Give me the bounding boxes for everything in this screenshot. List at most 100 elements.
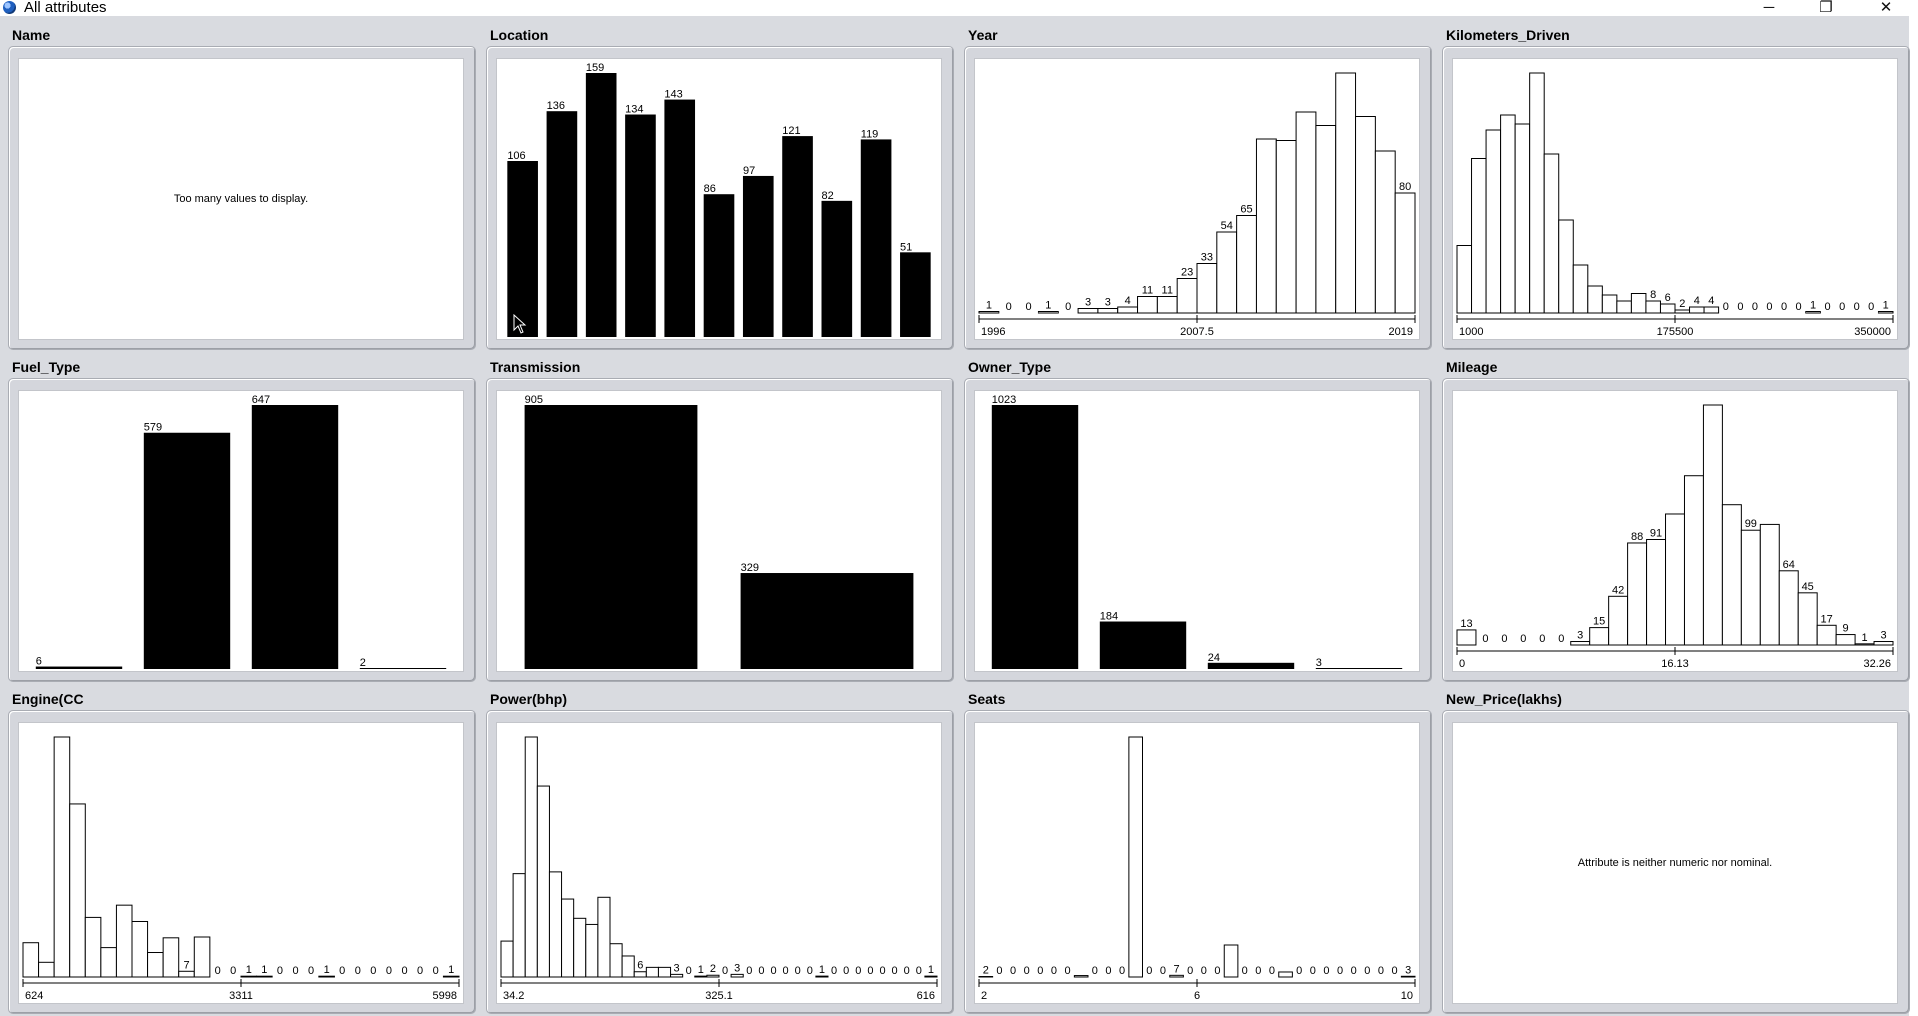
- panel-title-km: Kilometers_Driven: [1446, 27, 1570, 43]
- bar-label: 3: [1085, 297, 1091, 309]
- histogram-bar: [1117, 306, 1139, 314]
- bar-label: 579: [144, 422, 162, 434]
- histogram-bar: [1137, 296, 1158, 314]
- bar-label: 0: [1868, 301, 1874, 313]
- panel-message: Attribute is neither numeric nor nominal…: [1577, 857, 1773, 869]
- bar-label: 0: [1501, 633, 1507, 645]
- bar-label: 86: [704, 183, 716, 195]
- bar-label: 3: [734, 962, 740, 974]
- x-tick-label: 616: [917, 990, 935, 1002]
- bar-label: 0: [770, 965, 776, 977]
- bar-label: 0: [1242, 965, 1248, 977]
- plot-area-year[interactable]: 1 0 0 1 0 3 3 4 11 11 23 33 54 65 80 1996 2007.5 2019: [974, 58, 1420, 340]
- x-tick-label: 6: [1194, 990, 1200, 1002]
- bar-label: 0: [1752, 301, 1758, 313]
- bar-label: 0: [1024, 965, 1030, 977]
- bar-label: 0: [746, 965, 752, 977]
- histogram-bar: [1295, 111, 1317, 314]
- bar: [546, 111, 578, 337]
- histogram-bar: [1176, 278, 1198, 314]
- histogram-bar: [1601, 294, 1618, 314]
- close-button[interactable]: ✕: [1879, 0, 1893, 16]
- plot-area-fuel[interactable]: 6 579 647 2: [18, 390, 464, 672]
- bar: [143, 432, 231, 669]
- maximize-button[interactable]: ❐: [1819, 0, 1833, 16]
- bar-label: 0: [783, 965, 789, 977]
- histogram-bar: [1500, 114, 1516, 314]
- histogram-bar: [1077, 308, 1099, 314]
- histogram-bar: [1400, 975, 1416, 978]
- histogram-bar: [1702, 404, 1723, 646]
- histogram-bar: [1278, 971, 1293, 978]
- bar: [742, 175, 774, 337]
- plot-area-engine[interactable]: 7 0 0 1 1 0 0 0 1 0 0 0 0 0 0 0 1 624 3311 5998: [18, 722, 464, 1004]
- histogram-bar: [1514, 123, 1531, 314]
- plot-area-name[interactable]: Too many values to display.: [18, 58, 464, 340]
- bar-label: 0: [892, 965, 898, 977]
- plot-area-transmission[interactable]: 905 329: [496, 390, 942, 672]
- histogram-bar: [1854, 643, 1875, 646]
- bar-label: 33: [1201, 252, 1213, 264]
- plot-area-owner[interactable]: 1023 184 24 3: [974, 390, 1420, 672]
- bar-label: 0: [417, 965, 423, 977]
- bar-label: 0: [867, 965, 873, 977]
- bar-label: 0: [1006, 301, 1012, 313]
- plot-area-newprice[interactable]: Attribute is neither numeric nor nominal…: [1452, 722, 1898, 1004]
- histogram-bar: [1759, 523, 1780, 646]
- histogram-bar: [69, 803, 86, 978]
- bar-label: 0: [1781, 301, 1787, 313]
- bar-label: 0: [1214, 965, 1220, 977]
- histogram-bar: [609, 943, 623, 978]
- bar-label: 905: [525, 394, 543, 406]
- bar-label: 0: [916, 965, 922, 977]
- bar-label: 17: [1821, 613, 1833, 625]
- bar-label: 0: [879, 965, 885, 977]
- bar-label: 3: [674, 962, 680, 974]
- chart-svg-fuel: 6 579 647 2: [35, 394, 447, 669]
- bar: [740, 573, 914, 669]
- histogram-bar: [1587, 285, 1603, 314]
- plot-area-mileage[interactable]: 13 0 0 0 0 0 3 15 42 88 91 99 64 45 17 9 1 3 0 16.13 32.26: [1452, 390, 1898, 672]
- x-tick-label: 2007.5: [1180, 326, 1214, 338]
- bar-label: 54: [1221, 220, 1233, 232]
- bar: [251, 405, 339, 669]
- plot-area-seats[interactable]: 2 0 0 0 0 0 0 0 0 0 0 0 7 0 0 0 0 0 0 0 0 0 0 0 0 0 0 3 2 6 10: [974, 722, 1420, 1004]
- minimize-button[interactable]: ─: [1763, 0, 1775, 16]
- bar-label: 1: [448, 964, 454, 976]
- histogram-bar: [1037, 311, 1059, 314]
- plot-area-km[interactable]: 8 6 2 4 4 0 0 0 0 0 0 1 0 0 0 0 1 1000 175500 350000: [1452, 58, 1898, 340]
- histogram-bar: [147, 952, 164, 978]
- x-tick-label: 1000: [1459, 326, 1483, 338]
- panel-title-mileage: Mileage: [1446, 359, 1498, 375]
- bar-label: 0: [401, 965, 407, 977]
- bar-label: 24: [1208, 652, 1220, 664]
- histogram-bar: [1645, 300, 1661, 314]
- histogram-bar: [524, 736, 538, 978]
- histogram-bar: [131, 920, 149, 978]
- bar-label: 91: [1650, 527, 1662, 539]
- bar-label: 6: [637, 960, 643, 972]
- plot-area-location[interactable]: 106 136 159 134 143 86 97 121 82 119 51: [496, 58, 942, 340]
- histogram-bar: [1529, 72, 1545, 314]
- x-tick-label: 624: [25, 990, 43, 1002]
- bar-label: 0: [1337, 965, 1343, 977]
- histogram-bar: [1805, 311, 1821, 314]
- bar-label: 1: [986, 300, 992, 312]
- bar-label: 45: [1802, 581, 1814, 593]
- histogram-bar: [1471, 158, 1487, 314]
- histogram-bar: [1128, 736, 1143, 978]
- bar-label: 1: [1810, 300, 1816, 312]
- histogram-bar: [1570, 641, 1591, 646]
- bar-label: 0: [1323, 965, 1329, 977]
- plot-area-power[interactable]: 6 3 0 1 2 0 3 0 0 0 0 0 0 1 0 0 0 0 0 0 0 0 1 34.2 325.1 616: [496, 722, 942, 1004]
- bar-label: 0: [1839, 301, 1845, 313]
- histogram-bar: [38, 961, 55, 978]
- bar-label: 3: [1105, 297, 1111, 309]
- bar-label: 1: [819, 964, 825, 976]
- histogram-bar: [1236, 215, 1257, 314]
- bar: [703, 194, 735, 337]
- bar: [35, 666, 123, 669]
- x-tick-label: 3311: [229, 990, 253, 1002]
- histogram-bar: [621, 955, 635, 978]
